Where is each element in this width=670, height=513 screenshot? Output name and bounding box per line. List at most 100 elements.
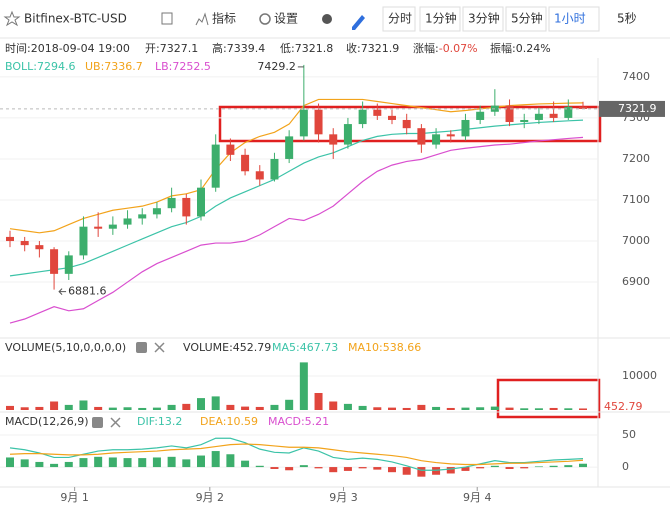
indicators-button[interactable]: 指标	[212, 11, 236, 26]
close-icon[interactable]	[110, 417, 121, 428]
info-value: 7327.1	[160, 42, 199, 55]
info-label: 振幅:	[490, 41, 516, 55]
volume-bar	[64, 404, 73, 410]
candle-body	[64, 255, 73, 274]
candle-body	[197, 187, 205, 217]
legend-entry: MACD:5.21	[268, 415, 329, 428]
volume-bar	[490, 406, 499, 410]
candle-body	[241, 154, 250, 172]
period-label[interactable]: 1分钟	[425, 11, 457, 26]
macd-bar	[579, 463, 587, 468]
macd-bar	[167, 456, 176, 468]
symbol[interactable]: Bitfinex-BTC-USD	[24, 12, 127, 26]
macd-bar	[402, 467, 411, 475]
volume-bar	[343, 403, 352, 410]
volume-bar	[241, 406, 250, 410]
draw-icon[interactable]	[352, 15, 365, 30]
period-button[interactable]	[462, 6, 504, 32]
candle-body	[79, 226, 88, 256]
info-label: 收:	[346, 41, 361, 55]
settings-button[interactable]: 设置	[274, 12, 298, 26]
volume-bar	[432, 406, 441, 410]
settings-icon[interactable]	[92, 417, 103, 428]
info-label: 低:	[280, 42, 295, 55]
volume-bar	[373, 407, 382, 410]
candle-body	[314, 109, 323, 135]
macd-bar	[255, 465, 264, 468]
volume-bar	[152, 407, 161, 410]
close-icon[interactable]	[154, 342, 165, 353]
macd-bar	[108, 457, 117, 468]
macd-bar	[20, 459, 29, 468]
indicator-icon	[195, 12, 209, 26]
volume-bar	[285, 399, 294, 410]
volume-bar	[35, 406, 44, 410]
macd-bar	[358, 467, 367, 469]
macd-bar	[285, 467, 294, 471]
candle-body	[138, 214, 147, 219]
period-button[interactable]	[505, 6, 547, 32]
copy-icon[interactable]	[161, 12, 173, 25]
volume-bar	[505, 407, 514, 410]
theme-icon[interactable]	[322, 14, 332, 24]
info-value: -0.07%	[439, 42, 478, 55]
macd-bar	[417, 467, 426, 477]
period-label[interactable]: 3分钟	[468, 11, 500, 26]
settings-icon[interactable]	[136, 342, 147, 353]
volume-bar	[20, 407, 29, 410]
macd-bar	[373, 467, 382, 470]
volume-bar	[299, 362, 308, 410]
x-tick-label: 9月 4	[463, 491, 492, 504]
candle-body	[152, 208, 161, 215]
candle-body	[579, 106, 587, 109]
current-price: 7321.9	[618, 102, 657, 115]
candle-body	[564, 106, 573, 118]
candle-body	[94, 226, 103, 229]
legend-entry: LB:7252.5	[155, 60, 211, 73]
period-label[interactable]: 5秒	[617, 12, 637, 26]
period-label[interactable]: 5分钟	[511, 11, 543, 26]
candle-body	[417, 128, 426, 145]
candle-body	[358, 109, 367, 125]
period-button[interactable]	[382, 6, 416, 32]
info-item: 涨幅:-0.07%	[413, 42, 478, 55]
boll-line	[9, 136, 584, 324]
candle-body	[35, 245, 44, 250]
macd-bar	[490, 465, 499, 468]
legend-entry: UB:7336.7	[85, 60, 143, 73]
macd-bar	[50, 463, 59, 468]
boll-line	[9, 98, 584, 234]
macd-bar	[241, 460, 250, 468]
period-button[interactable]	[419, 6, 461, 32]
y-tick-label: 50	[622, 428, 636, 441]
volume-bar	[417, 404, 426, 410]
annotation-arrow	[58, 288, 67, 295]
macd-bar	[299, 465, 308, 468]
candle-body	[505, 105, 514, 123]
volume-bar	[520, 408, 529, 410]
period-label[interactable]: 1小时	[554, 12, 586, 26]
volume-bar	[182, 403, 191, 410]
candle-body	[476, 111, 485, 120]
current-volume: 452.79	[604, 400, 643, 413]
panel-title: VOLUME(5,10,0,0,0,0)	[5, 341, 126, 354]
star-icon[interactable]	[3, 10, 21, 27]
y-tick-label: 7100	[622, 193, 650, 206]
candle-body	[461, 119, 470, 137]
period-button[interactable]	[548, 6, 600, 32]
volume-bar	[123, 407, 132, 410]
macd-bar	[549, 465, 558, 468]
candle-body	[343, 124, 352, 145]
legend-entry: BOLL:7294.6	[5, 60, 75, 73]
x-tick-label: 9月 2	[196, 491, 225, 504]
y-tick-label: 10000	[622, 369, 657, 382]
candle-body	[226, 144, 235, 155]
macd-bar	[564, 465, 573, 468]
x-tick-label: 9月 1	[60, 491, 89, 504]
macd-line	[9, 443, 584, 466]
period-label[interactable]: 分时	[388, 12, 412, 26]
info-item: 时间:2018-09-04 19:00	[5, 42, 130, 55]
macd-bar	[94, 456, 103, 468]
